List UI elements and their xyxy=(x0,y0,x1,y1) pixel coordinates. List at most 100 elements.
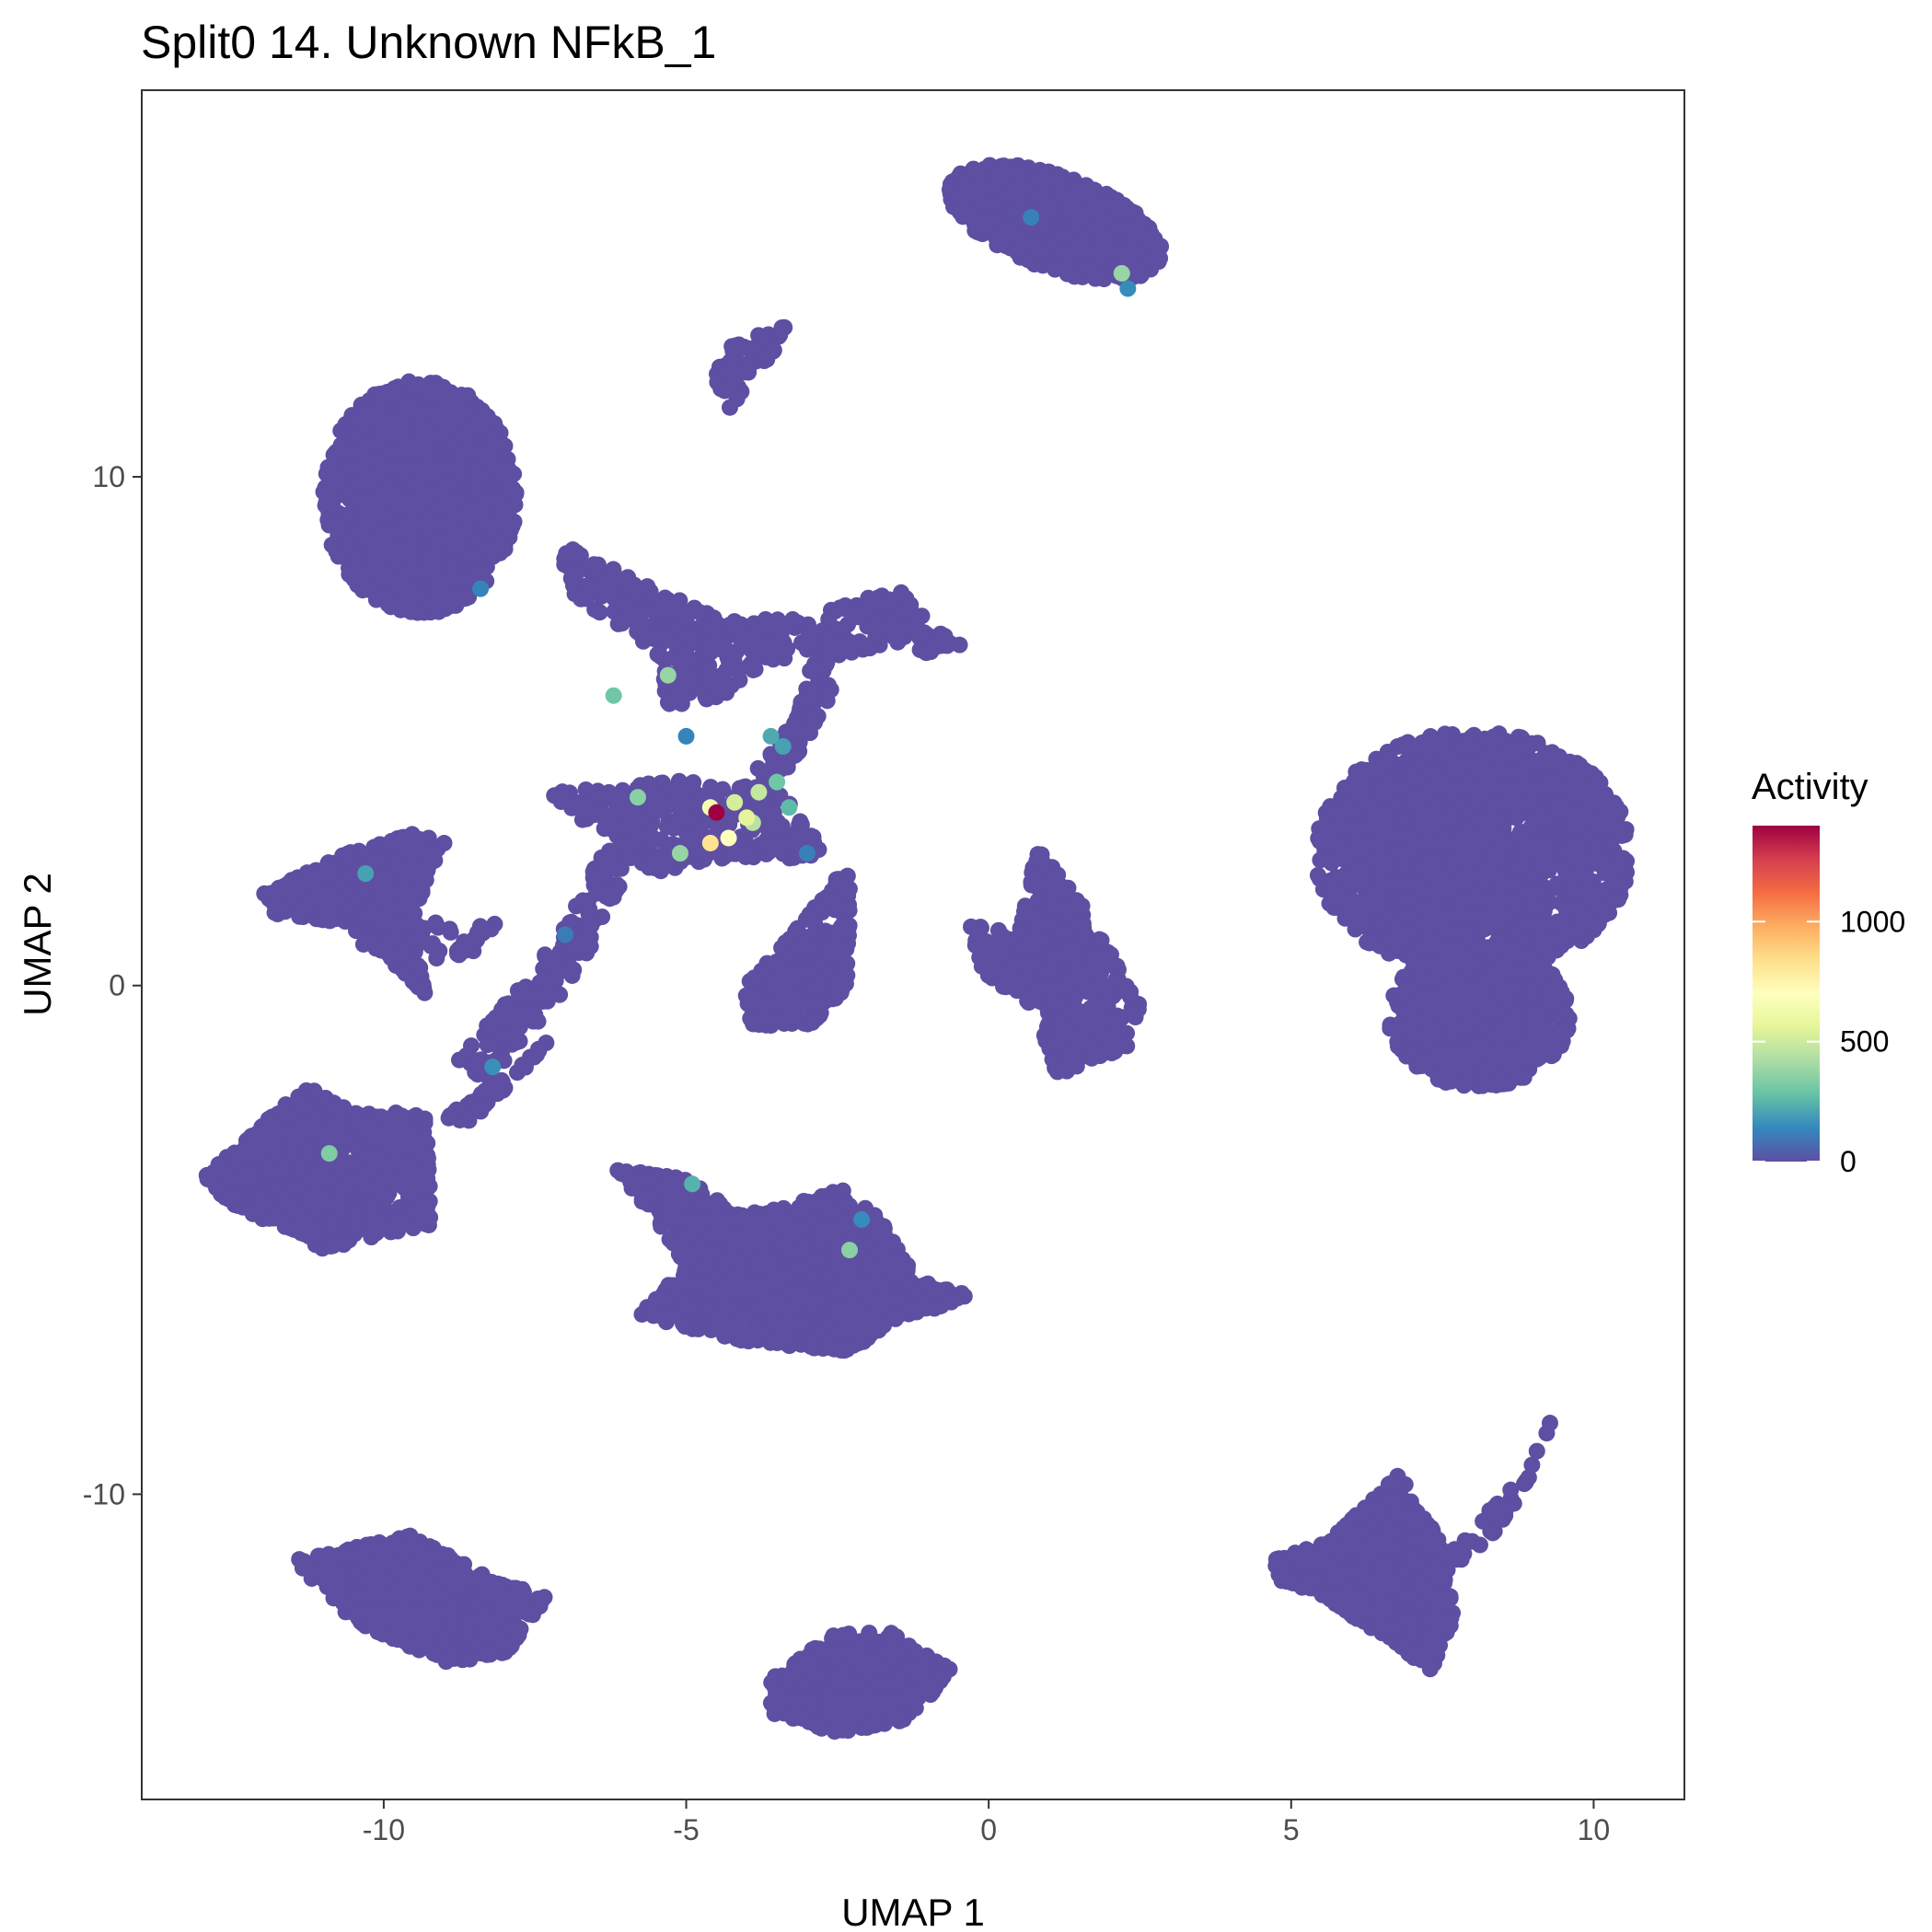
cell-point xyxy=(257,1139,274,1156)
cell-point xyxy=(1072,209,1090,226)
cell-point xyxy=(319,458,337,476)
cell-point xyxy=(405,518,422,536)
cell-point xyxy=(309,1165,327,1183)
cell-point xyxy=(416,1550,434,1568)
cell-point xyxy=(514,1580,531,1598)
cell-point xyxy=(450,493,468,511)
cell-point xyxy=(770,328,788,345)
cell-point xyxy=(1062,191,1080,208)
cell-point xyxy=(437,529,455,547)
cell-point xyxy=(374,1184,391,1201)
cell-point xyxy=(383,575,400,593)
cell-point xyxy=(437,514,455,531)
cell-point xyxy=(266,1180,283,1197)
cell-point xyxy=(306,1082,323,1100)
cell-point xyxy=(335,1099,353,1116)
cell-point xyxy=(461,1650,479,1668)
cell-point xyxy=(473,401,491,419)
cell-point xyxy=(416,1166,434,1184)
cell-point xyxy=(348,1222,365,1240)
cell-point xyxy=(226,1187,243,1205)
cell-point xyxy=(469,504,487,522)
cell-point xyxy=(405,602,422,619)
cell-point xyxy=(484,463,502,480)
cell-point xyxy=(385,1122,402,1140)
cell-point xyxy=(486,415,503,433)
cell-point xyxy=(413,1614,431,1632)
cell-point xyxy=(380,592,398,609)
cell-point xyxy=(383,442,400,459)
cell-point xyxy=(432,428,449,445)
cell-point xyxy=(984,176,1001,193)
cell-point xyxy=(361,451,378,469)
cell-point xyxy=(294,1211,311,1229)
cell-point xyxy=(322,1208,340,1225)
cell-point xyxy=(478,1646,495,1663)
cell-point xyxy=(390,1584,408,1602)
cell-point xyxy=(331,1183,349,1200)
cell-point xyxy=(421,594,438,611)
cell-point xyxy=(720,364,737,382)
cell-point xyxy=(466,546,483,563)
cell-point xyxy=(398,541,415,559)
cell-point xyxy=(420,829,437,847)
cell-point xyxy=(480,491,498,508)
cell-point xyxy=(345,457,363,474)
cell-point xyxy=(404,1125,422,1142)
cell-point xyxy=(401,1637,419,1655)
cell-point xyxy=(293,1160,310,1177)
cell-point xyxy=(322,1122,340,1140)
cell-point xyxy=(425,1645,443,1662)
cell-point xyxy=(291,908,308,925)
cell-point xyxy=(533,1592,550,1610)
cell-point xyxy=(469,468,486,485)
cell-point xyxy=(426,851,444,869)
cell-point xyxy=(416,486,434,503)
cell-point xyxy=(413,1568,431,1585)
cell-point xyxy=(371,884,388,901)
cell-point xyxy=(411,499,428,516)
cell-point xyxy=(1054,246,1071,263)
cell-point xyxy=(429,403,446,421)
cell-point xyxy=(371,1210,388,1228)
cell-point xyxy=(464,1596,481,1614)
cell-point xyxy=(471,416,489,434)
cell-point xyxy=(427,546,445,563)
cell-point xyxy=(384,1534,401,1552)
cell-point xyxy=(413,406,431,423)
cell-point xyxy=(471,1568,489,1586)
cell-point xyxy=(1035,257,1052,274)
cell-point xyxy=(400,838,418,855)
cell-point xyxy=(502,521,519,538)
cell-point xyxy=(1149,239,1166,257)
cell-point xyxy=(455,403,472,421)
cell-point xyxy=(399,405,417,422)
cell-point xyxy=(464,563,481,581)
cell-point xyxy=(434,378,452,396)
cell-point xyxy=(332,1232,350,1250)
cell-point xyxy=(965,160,982,178)
cell-point xyxy=(363,582,380,599)
cell-point xyxy=(500,507,517,525)
cell-point xyxy=(410,1143,427,1161)
cell-point xyxy=(400,373,418,390)
cell-point xyxy=(474,446,492,464)
cell-point xyxy=(400,1165,418,1183)
cell-point xyxy=(244,1168,261,1186)
cell-point xyxy=(307,892,325,909)
cell-point xyxy=(437,475,455,492)
cell-point xyxy=(357,1166,375,1184)
cell-point xyxy=(1037,192,1055,210)
cell-point xyxy=(1010,179,1027,197)
cell-point xyxy=(278,897,295,914)
cell-point xyxy=(276,1162,294,1179)
cell-point xyxy=(403,579,421,596)
cell-point xyxy=(346,567,364,584)
cell-point xyxy=(379,490,397,507)
cell-point xyxy=(451,452,469,469)
cell-point xyxy=(308,1565,326,1582)
cell-point xyxy=(1065,266,1082,283)
cell-point xyxy=(1077,184,1094,202)
cell-point xyxy=(407,976,424,993)
cell-point xyxy=(1098,197,1116,214)
